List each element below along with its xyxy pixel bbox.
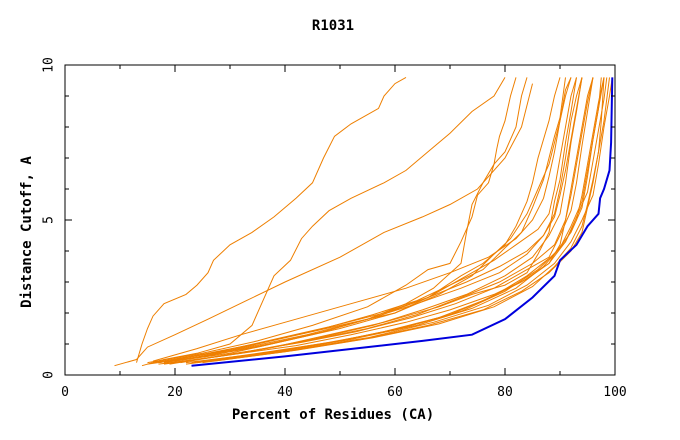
model-line-19 — [196, 77, 608, 364]
y-axis-label: Distance Cutoff, A — [19, 156, 35, 308]
x-tick-label: 60 — [387, 385, 403, 400]
x-tick-label: 20 — [167, 385, 183, 400]
x-axis-label: Percent of Residues (CA) — [232, 407, 434, 423]
chart-title: R1031 — [312, 18, 354, 34]
x-tick-label: 80 — [497, 385, 513, 400]
y-tick-label: 10 — [42, 57, 57, 73]
model-line-14 — [180, 77, 583, 364]
model-line-3 — [141, 77, 506, 367]
model-line-20 — [202, 77, 610, 364]
model-line-7 — [158, 77, 577, 364]
model-line-13 — [174, 77, 594, 364]
model-line-6 — [158, 77, 577, 365]
x-axis: 0 20 40 60 80 100 — [61, 65, 627, 400]
x-tick-label: 40 — [277, 385, 293, 400]
x-tick-label: 0 — [61, 385, 69, 400]
model-line-15 — [158, 77, 583, 364]
y-axis: 0 5 10 — [42, 57, 615, 379]
model-line-4 — [147, 77, 517, 364]
model-line-8 — [163, 77, 572, 364]
model-line-11 — [163, 77, 594, 365]
model-line-2 — [136, 76, 407, 363]
y-tick-label: 5 — [42, 216, 57, 224]
model-line-21 — [207, 77, 613, 362]
best-model-line — [191, 77, 614, 367]
y-tick-label: 0 — [42, 371, 57, 379]
series-group — [114, 76, 614, 367]
model-line-18 — [191, 77, 602, 364]
model-line-17 — [185, 77, 605, 364]
model-line-23 — [174, 77, 583, 362]
model-line-12 — [169, 77, 594, 365]
x-tick-label: 100 — [603, 385, 626, 400]
model-line-24 — [152, 77, 572, 362]
model-line-1 — [114, 83, 533, 367]
model-line-10 — [174, 77, 561, 360]
